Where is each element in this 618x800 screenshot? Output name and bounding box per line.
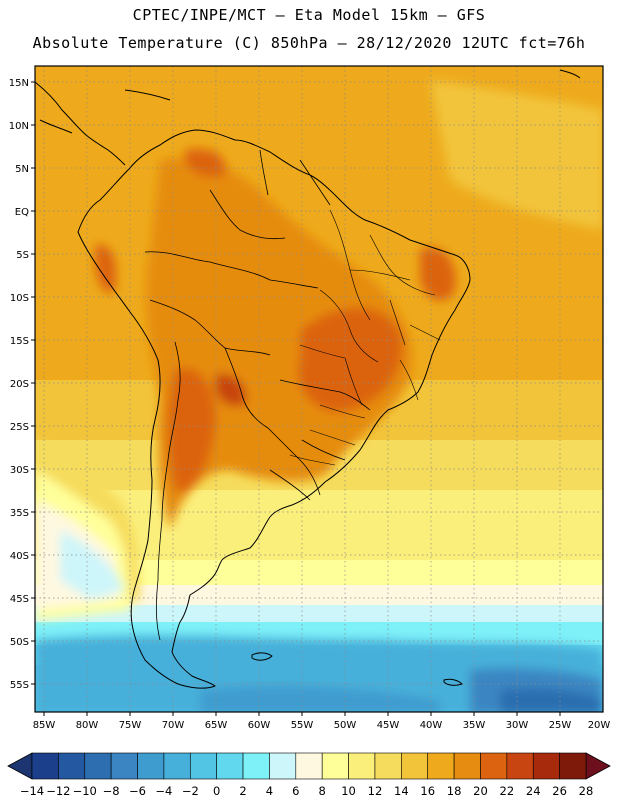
colorbar-label: −6 (129, 784, 146, 798)
colorbar-label: 0 (213, 784, 220, 798)
colorbar-label: −2 (182, 784, 199, 798)
lon-label: 75W (119, 720, 142, 731)
colorbar-label: −8 (103, 784, 120, 798)
lon-label: 45W (377, 720, 400, 731)
temperature-field (35, 66, 603, 712)
lon-label: 40W (420, 720, 443, 731)
lat-label: 15N (9, 78, 29, 89)
colorbar-swatch (189, 752, 217, 780)
colorbar-label: 18 (447, 784, 462, 798)
lon-label: 55W (291, 720, 314, 731)
lon-label: 50W (334, 720, 357, 731)
colorbar-label: −14 (20, 784, 44, 798)
colorbar-label: 6 (292, 784, 299, 798)
lat-label: 5S (16, 250, 29, 261)
country-borders (144, 149, 371, 641)
lat-label: 25S (10, 422, 29, 433)
colorbar-label: 20 (473, 784, 488, 798)
lat-label: 10N (9, 121, 29, 132)
lat-label: 15S (10, 336, 29, 347)
colorbar-labels: −14 −12 −10 −8 −6 −4 −2 0 2 4 6 8 10 12 14 16 18 20 22 24 26… (20, 784, 593, 798)
colorbar-label: 14 (394, 784, 409, 798)
latitude-labels: 15N 10N 5N EQ 5S 10S 15S 20S 25S 30S 35S… (9, 78, 29, 691)
colorbar-swatch (137, 752, 165, 780)
colorbar-label: 4 (266, 784, 273, 798)
colorbar-swatch (31, 752, 59, 780)
colorbar-swatch (427, 752, 455, 780)
lat-label: 45S (10, 594, 29, 605)
colorbar-label: −12 (46, 784, 70, 798)
lon-label: 60W (248, 720, 271, 731)
colorbar-swatch (242, 752, 270, 780)
colorbar-swatch (506, 752, 534, 780)
colorbar-label: 26 (552, 784, 567, 798)
colorbar-under-arrow (7, 752, 33, 780)
colorbar-label: 8 (319, 784, 326, 798)
colorbar-swatch (163, 752, 191, 780)
colorbar-label: 2 (239, 784, 246, 798)
colorbar-swatch (295, 752, 323, 780)
lat-label: EQ (15, 207, 29, 218)
map-subtitle: Absolute Temperature (C) 850hPa – 28/12/… (32, 34, 586, 52)
colorbar: −14 −12 −10 −8 −6 −4 −2 0 2 4 6 8 10 12 14 16 18 20 22 24 26… (7, 752, 611, 798)
colorbar-swatches (31, 752, 587, 780)
lon-label: 35W (463, 720, 486, 731)
colorbar-swatch (269, 752, 297, 780)
colorbar-label: 16 (420, 784, 435, 798)
colorbar-swatch (216, 752, 244, 780)
colorbar-swatch (532, 752, 560, 780)
plot-frame (34, 65, 604, 713)
colorbar-swatch (110, 752, 138, 780)
colorbar-swatch (348, 752, 376, 780)
lon-label: 80W (76, 720, 99, 731)
lon-label: 25W (549, 720, 572, 731)
lat-label: 55S (10, 680, 29, 691)
colorbar-swatch (58, 752, 86, 780)
lat-label: 40S (10, 551, 29, 562)
lon-label: 20W (588, 720, 611, 731)
map-title: CPTEC/INPE/MCT – Eta Model 15km – GFS (132, 6, 486, 24)
lat-label: 35S (10, 508, 29, 519)
colorbar-label: 10 (341, 784, 356, 798)
colorbar-swatch (559, 752, 587, 780)
lat-label: 5N (15, 164, 29, 175)
lon-label: 65W (205, 720, 228, 731)
lat-label: 10S (10, 293, 29, 304)
grid-lines (35, 66, 603, 712)
lat-label: 30S (10, 465, 29, 476)
colorbar-label: −4 (155, 784, 172, 798)
lat-label: 20S (10, 379, 29, 390)
colorbar-label: 28 (579, 784, 594, 798)
colorbar-label: 24 (526, 784, 541, 798)
longitude-labels: 85W 80W 75W 70W 65W 60W 55W 50W 45W 40W … (33, 720, 611, 731)
colorbar-label: −10 (73, 784, 97, 798)
colorbar-swatch (84, 752, 112, 780)
colorbar-swatch (374, 752, 402, 780)
colorbar-over-arrow (585, 752, 611, 780)
colorbar-label: 22 (500, 784, 515, 798)
colorbar-swatch (453, 752, 481, 780)
coastlines (35, 69, 581, 689)
state-borders (289, 209, 441, 466)
colorbar-swatch (480, 752, 508, 780)
lat-label: 50S (10, 637, 29, 648)
colorbar-swatch (321, 752, 349, 780)
axis-ticks (31, 81, 561, 716)
colorbar-swatch (401, 752, 429, 780)
lon-label: 85W (33, 720, 56, 731)
lon-label: 30W (506, 720, 529, 731)
colorbar-label: 12 (368, 784, 383, 798)
lon-label: 70W (162, 720, 185, 731)
